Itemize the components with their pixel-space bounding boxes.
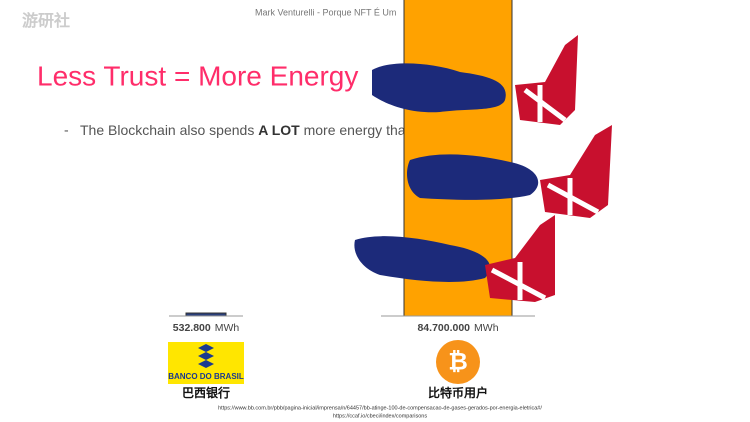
watermark: 游研社 [22, 11, 70, 30]
value-label: 532.800 MWh [173, 322, 240, 334]
map [372, 63, 506, 113]
btc-logo-text: ₿ [448, 348, 468, 375]
value-unit: MWh [215, 322, 240, 334]
btc-logo [436, 340, 480, 384]
value-label: 84.700.000 MWh [417, 322, 498, 334]
flag-shapes [485, 35, 612, 302]
bb-logo-text: BANCO DO BRASIL [168, 372, 244, 381]
map [354, 236, 491, 282]
footnote: https://ccaf.io/cbeci/index/comparisons [333, 413, 427, 419]
bullet-bold: A LOT [258, 122, 300, 138]
map-overlays [354, 63, 539, 282]
flag-cross [523, 85, 567, 122]
value-unit: MWh [474, 322, 499, 334]
flag [485, 215, 555, 302]
bb-logo: BANCO DO BRASIL ₿ [168, 340, 480, 384]
flag [515, 35, 578, 125]
flag-cross [546, 178, 600, 215]
category-label: 比特币用户 [428, 385, 488, 400]
value-number: 532.800 [173, 322, 211, 334]
presenter: Mark Venturelli - Porque NFT É Um [255, 7, 396, 17]
bullet-marker: - [64, 122, 69, 138]
bullet-before: The Blockchain also spends [80, 122, 258, 138]
map [407, 154, 539, 200]
category-label: 巴西银行 [182, 385, 230, 400]
bb-logo-mark [198, 344, 214, 368]
slide-title: Less Trust = More Energy [37, 60, 358, 91]
flag-cross [490, 262, 547, 301]
flag [540, 125, 612, 218]
value-number: 84.700.000 [417, 322, 470, 334]
footnote: https://www.bb.com.br/pbb/pagina-inicial… [218, 405, 542, 411]
